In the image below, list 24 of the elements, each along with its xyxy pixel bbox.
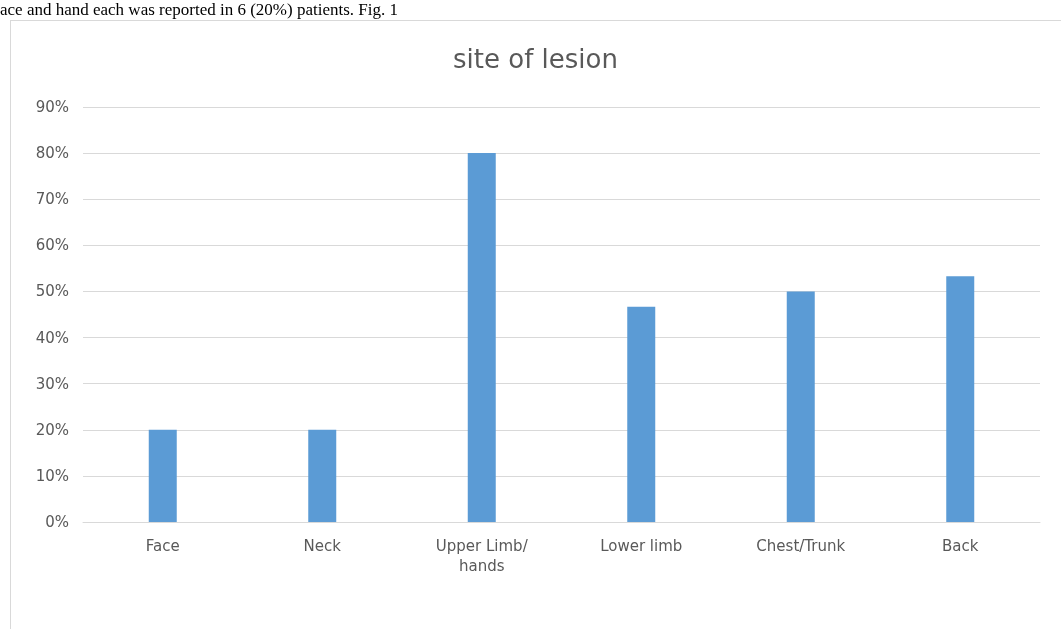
y-tick-label: 20%: [35, 420, 69, 439]
x-tick-label: Neck: [303, 537, 342, 555]
y-tick-label: 0%: [45, 513, 69, 531]
x-tick-label: Lower limb: [600, 537, 683, 555]
y-tick-label: 80%: [35, 144, 69, 163]
y-tick-label: 50%: [35, 282, 69, 301]
y-tick-label: 60%: [35, 236, 69, 255]
text: ace and hand each was reported in 6 (20%) patients. Fig. 1: [0, 0, 398, 20]
bar: [148, 429, 177, 522]
x-tick-label: Face: [145, 537, 180, 555]
chart-title: site of lesion: [453, 44, 618, 74]
y-tick-label: 90%: [35, 98, 69, 116]
y-tick-label: 10%: [35, 466, 69, 485]
y-tick-label: 70%: [35, 190, 69, 209]
bar: [946, 276, 975, 522]
bar: [467, 153, 496, 522]
y-tick-label: 40%: [35, 328, 69, 347]
x-tick-label: Upper Limb/hands: [435, 537, 529, 575]
bar: [786, 291, 815, 522]
x-tick-label: Chest/Trunk: [756, 537, 846, 555]
x-tick-label: Back: [942, 537, 979, 555]
bar: [308, 429, 337, 522]
y-tick-label: 30%: [35, 374, 69, 393]
bar: [627, 306, 656, 522]
